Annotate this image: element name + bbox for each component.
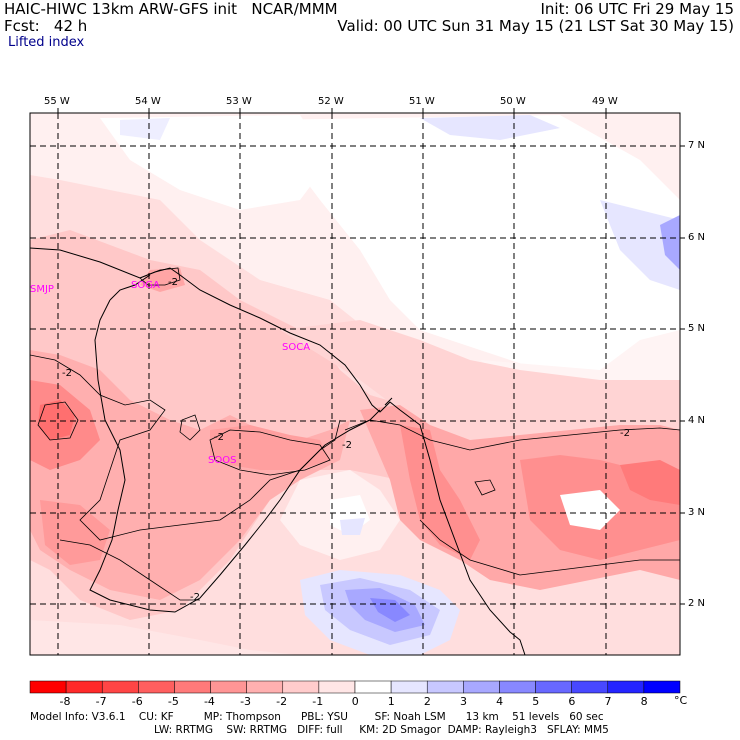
footer-model-info: Model Info: V3.6.1 CU: KF MP: Thompson P… bbox=[30, 711, 604, 723]
lat-label-6n: 6 N bbox=[688, 232, 706, 243]
colorbar-tick-label: 1 bbox=[387, 695, 395, 708]
colorbar-swatch bbox=[426, 680, 464, 694]
lon-label-50w: 50 W bbox=[500, 96, 526, 107]
contour-label: -2 bbox=[342, 440, 352, 451]
colorbar-tick-label: -4 bbox=[203, 695, 215, 708]
colorbar-swatch bbox=[65, 680, 103, 694]
model-title: HAIC-HIWC 13km ARW-GFS init NCAR/MMM bbox=[4, 0, 338, 18]
contour-lines bbox=[30, 267, 680, 601]
contour-label: -2 bbox=[190, 592, 200, 603]
colorbar-swatch bbox=[29, 680, 67, 694]
colorbar-swatch bbox=[354, 680, 392, 694]
colorbar-swatch bbox=[643, 680, 681, 694]
colorbar-swatch bbox=[174, 680, 211, 694]
colorbar-tick-label: 5 bbox=[532, 695, 540, 708]
colorbar-swatch bbox=[282, 680, 320, 694]
colorbar-swatch bbox=[535, 680, 572, 694]
colorbar-tick-label: -8 bbox=[59, 695, 71, 708]
station-soca: SOCA bbox=[282, 342, 310, 353]
lat-label-4n: 4 N bbox=[688, 415, 706, 426]
colorbar-swatch bbox=[607, 680, 645, 694]
station-labels: SMJP SOGA SOCA SOOS bbox=[30, 280, 310, 466]
colorbar-swatch bbox=[318, 680, 356, 694]
lat-ticks bbox=[680, 145, 685, 605]
colorbar-tick-label: 7 bbox=[604, 695, 612, 708]
lat-label-3n: 3 N bbox=[688, 507, 706, 518]
colorbar-tick-label: -2 bbox=[276, 695, 288, 708]
lat-label-7n: 7 N bbox=[688, 140, 706, 151]
colorbar-tick-label: 2 bbox=[423, 695, 431, 708]
lon-label-49w: 49 W bbox=[592, 96, 618, 107]
colorbar-swatch bbox=[101, 680, 139, 694]
colorbar-swatch bbox=[246, 680, 284, 694]
shaded-field bbox=[30, 113, 680, 655]
lon-label-52w: 52 W bbox=[318, 96, 344, 107]
colorbar-swatch bbox=[463, 680, 500, 694]
colorbar-swatch bbox=[210, 680, 247, 694]
field-name: Lifted index bbox=[8, 35, 85, 50]
colorbar-swatch bbox=[571, 680, 609, 694]
map-frame bbox=[29, 112, 681, 656]
colorbar-tick-label: 8 bbox=[640, 695, 648, 708]
contour-labels: -2 -2 -2 -2 -2 -2 bbox=[62, 277, 630, 603]
footer-physics-info: LW: RRTMG SW: RRTMG DIFF: full KM: 2D Sm… bbox=[154, 724, 609, 736]
lat-lon-grid bbox=[30, 113, 680, 655]
station-smjp: SMJP bbox=[30, 284, 54, 295]
colorbar-swatch bbox=[138, 680, 175, 694]
contour-label: -2 bbox=[168, 277, 178, 288]
forecast-hour: Fcst: 42 h bbox=[4, 17, 88, 35]
colorbar-swatch bbox=[390, 680, 428, 694]
contour-label: -2 bbox=[214, 432, 224, 443]
colorbar-tick-label: -6 bbox=[131, 695, 143, 708]
lon-ticks bbox=[57, 108, 607, 113]
valid-time: Valid: 00 UTC Sun 31 May 15 (21 LST Sat … bbox=[337, 17, 734, 35]
colorbar-tick-label: 3 bbox=[460, 695, 468, 708]
colorbar-tick-label: 0 bbox=[351, 695, 359, 708]
colorbar-tick-label: 6 bbox=[568, 695, 576, 708]
lon-label-51w: 51 W bbox=[409, 96, 435, 107]
colorbar-tick-label: -3 bbox=[240, 695, 252, 708]
colorbar-tick-label: -1 bbox=[312, 695, 324, 708]
colorbar-unit: °C bbox=[674, 694, 688, 707]
lat-label-2n: 2 N bbox=[688, 598, 706, 609]
contour-label: -2 bbox=[62, 368, 72, 379]
colorbar-tick-label: -5 bbox=[167, 695, 179, 708]
colorbar-tick-label: -7 bbox=[95, 695, 107, 708]
colorbar bbox=[29, 680, 681, 694]
colorbar-tick-label: 4 bbox=[496, 695, 504, 708]
contour-label: -2 bbox=[620, 428, 630, 439]
station-soga: SOGA bbox=[131, 280, 160, 291]
lon-label-53w: 53 W bbox=[226, 96, 252, 107]
init-time: Init: 06 UTC Fri 29 May 15 bbox=[540, 0, 734, 18]
lon-label-55w: 55 W bbox=[44, 96, 70, 107]
station-soos: SOOS bbox=[208, 455, 236, 466]
lat-label-5n: 5 N bbox=[688, 323, 706, 334]
lon-label-54w: 54 W bbox=[135, 96, 161, 107]
colorbar-swatch bbox=[499, 680, 536, 694]
